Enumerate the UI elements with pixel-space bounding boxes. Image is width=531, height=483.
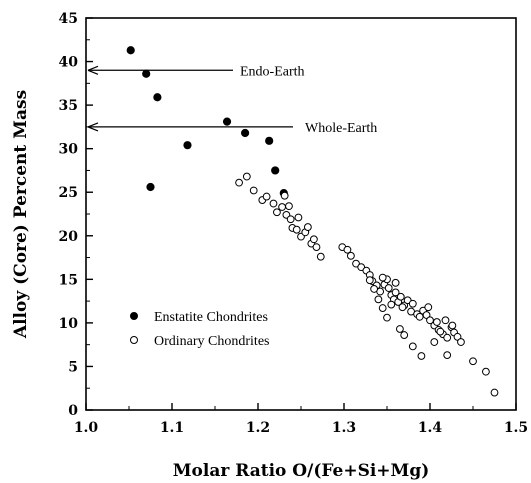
ordinary-point	[249, 186, 258, 195]
enstatite-point	[183, 141, 192, 150]
y-tick-label: 25	[59, 185, 78, 201]
y-tick-label: 5	[68, 359, 78, 375]
ordinary-point	[294, 213, 303, 222]
ordinary-point	[378, 273, 387, 282]
ordinary-point	[408, 299, 417, 308]
y-axis-label: Alloy (Core) Percent Mass	[11, 90, 31, 339]
x-tick-label: 1.2	[246, 420, 270, 436]
ordinary-point	[387, 300, 396, 309]
axes: 1.0 1.1 1.2 1.3 1.4 1.5 0 5 10 15 20 25 30 35 40 45 Mola…	[11, 11, 528, 481]
enstatite-point	[153, 93, 162, 102]
ordinary-point	[370, 285, 379, 293]
legend-marker-1	[130, 336, 138, 344]
ordinary-point	[280, 191, 289, 200]
ordinary-point	[490, 388, 499, 397]
ordinary-point	[408, 342, 417, 351]
legend-label-0: Enstatite Chondrites	[154, 310, 268, 325]
x-tick-label: 1.1	[160, 420, 184, 436]
y-tick-label: 0	[68, 403, 78, 419]
whole-earth-arrow-head	[87, 122, 99, 132]
ordinary-point	[432, 318, 441, 326]
ordinary-point	[312, 243, 321, 252]
ordinary-point	[269, 199, 278, 208]
x-tick-label: 1.4	[418, 420, 443, 436]
ordinary-point	[396, 325, 404, 333]
y-tick-label: 20	[59, 229, 79, 245]
annotations: Endo-Earth Whole-Earth	[87, 64, 377, 136]
whole-earth-label: Whole-Earth	[305, 121, 377, 136]
ordinary-point	[391, 288, 400, 297]
ordinary-point	[443, 333, 452, 342]
x-tick-label: 1.0	[74, 420, 99, 436]
ordinary-point	[343, 245, 352, 254]
ordinary-point	[292, 225, 301, 234]
ordinary-point	[374, 295, 383, 304]
ordinary-point	[424, 303, 433, 312]
ordinary-point	[285, 202, 293, 211]
ordinary-point	[316, 252, 325, 261]
ordinary-point	[262, 192, 271, 201]
ordinary-point	[286, 215, 295, 224]
enstatite-point	[126, 46, 135, 55]
ordinary-point	[436, 327, 445, 336]
ordinary-point	[448, 321, 457, 330]
y-tick-label: 15	[59, 272, 78, 288]
ordinary-point	[242, 172, 251, 181]
legend-marker-0	[130, 312, 138, 320]
ordinary-point	[383, 313, 391, 322]
x-tick-label: 1.3	[332, 420, 356, 436]
ordinary-point	[378, 304, 387, 312]
y-tick-label: 45	[59, 11, 78, 27]
legend-label-1: Ordinary Chondrites	[154, 334, 269, 349]
ordinary-point	[273, 208, 281, 217]
ordinary-point	[310, 235, 318, 244]
ordinary-point	[391, 278, 400, 287]
enstatite-point	[265, 136, 274, 145]
data-points	[126, 46, 499, 397]
ordinary-point	[396, 292, 405, 301]
ordinary-point	[384, 284, 393, 292]
legend: Enstatite Chondrites Ordinary Chondrites	[130, 310, 269, 349]
y-tick-label: 10	[59, 316, 79, 332]
y-tick-label: 40	[59, 55, 79, 71]
enstatite-point	[222, 117, 232, 126]
ordinary-point	[303, 223, 312, 231]
ordinary-point	[469, 357, 477, 366]
x-tick-label: 1.5	[504, 420, 528, 436]
ordinary-point	[398, 303, 407, 312]
x-axis-label: Molar Ratio O/(Fe+Si+Mg)	[173, 461, 430, 481]
endo-earth-arrow-head	[87, 65, 99, 75]
ordinary-point	[235, 178, 243, 187]
endo-earth-label: Endo-Earth	[240, 64, 305, 79]
ordinary-point	[457, 338, 465, 346]
y-tick-label: 30	[59, 142, 79, 158]
ordinary-point	[365, 276, 374, 285]
ordinary-point	[482, 367, 490, 376]
enstatite-point	[146, 182, 155, 192]
ordinary-point	[400, 331, 409, 339]
enstatite-point	[241, 128, 250, 138]
enstatite-point	[142, 69, 151, 78]
enstatite-point	[271, 166, 280, 175]
ordinary-point	[441, 316, 450, 325]
y-tick-label: 35	[59, 98, 78, 114]
ordinary-point	[346, 251, 355, 260]
ordinary-point	[443, 351, 452, 360]
ordinary-point	[430, 338, 439, 346]
ordinary-point	[278, 203, 286, 211]
ordinary-point	[417, 352, 426, 360]
